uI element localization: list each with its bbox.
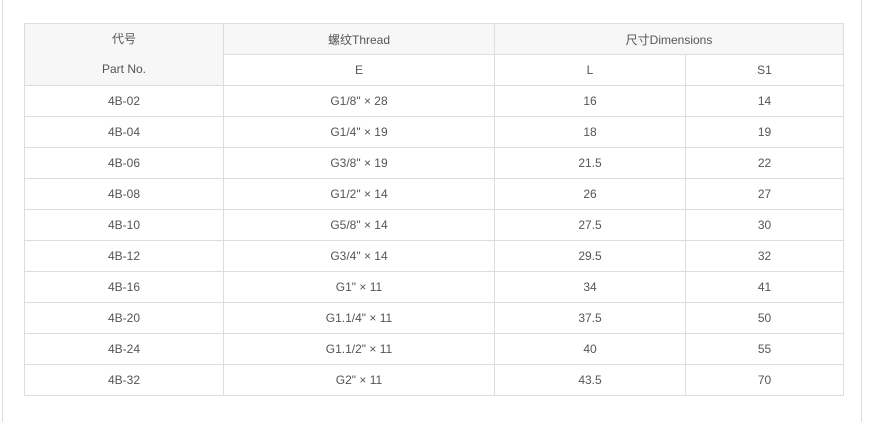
cell-l: 43.5	[494, 364, 686, 396]
specs-table: 代号 Part No. 螺纹Thread 尺寸Dimensions E L S1…	[24, 23, 845, 396]
cell-thread: G1/8" × 28	[223, 85, 495, 117]
table-row: 4B-16 G1" × 11 34 41	[24, 271, 845, 303]
thread-header: 螺纹Thread	[223, 23, 495, 55]
cell-l: 21.5	[494, 147, 686, 179]
cell-l: 37.5	[494, 302, 686, 334]
cell-part: 4B-16	[24, 271, 224, 303]
cell-l: 40	[494, 333, 686, 365]
table-row: 4B-02 G1/8" × 28 16 14	[24, 85, 845, 117]
part-no-header: 代号 Part No.	[24, 23, 224, 86]
table-row: 4B-20 G1.1/4" × 11 37.5 50	[24, 302, 845, 334]
table-row: 4B-32 G2" × 11 43.5 70	[24, 364, 845, 396]
cell-thread: G5/8" × 14	[223, 209, 495, 241]
cell-part: 4B-32	[24, 364, 224, 396]
cell-s1: 19	[684, 116, 845, 148]
cell-part: 4B-20	[24, 302, 224, 334]
cell-thread: G1/4" × 19	[223, 116, 495, 148]
table-row: 4B-06 G3/8" × 19 21.5 22	[24, 147, 845, 179]
cell-s1: 55	[684, 333, 845, 365]
s1-header: S1	[684, 54, 845, 86]
cell-l: 29.5	[494, 240, 686, 272]
cell-part: 4B-06	[24, 147, 224, 179]
l-header: L	[494, 54, 686, 86]
cell-s1: 41	[684, 271, 845, 303]
cell-thread: G1.1/4" × 11	[223, 302, 495, 334]
cell-part: 4B-02	[24, 85, 224, 117]
right-border	[861, 0, 862, 422]
cell-thread: G3/8" × 19	[223, 147, 495, 179]
table-row: 4B-04 G1/4" × 19 18 19	[24, 116, 845, 148]
dimensions-header: 尺寸Dimensions	[493, 23, 845, 55]
cell-thread: G1" × 11	[223, 271, 495, 303]
cell-s1: 22	[684, 147, 845, 179]
cell-s1: 14	[684, 85, 845, 117]
cell-part: 4B-10	[24, 209, 224, 241]
cell-part: 4B-04	[24, 116, 224, 148]
table-row: 4B-24 G1.1/2" × 11 40 55	[24, 333, 845, 365]
cell-thread: G1/2" × 14	[223, 178, 495, 210]
left-border	[2, 0, 3, 422]
part-no-en: Part No.	[101, 62, 146, 76]
cell-part: 4B-12	[24, 240, 224, 272]
cell-s1: 70	[684, 364, 845, 396]
cell-l: 27.5	[494, 209, 686, 241]
cell-s1: 50	[684, 302, 845, 334]
cell-part: 4B-08	[24, 178, 224, 210]
cell-l: 26	[494, 178, 686, 210]
cell-l: 34	[494, 271, 686, 303]
e-header: E	[223, 54, 495, 86]
cell-part: 4B-24	[24, 333, 224, 365]
table-row: 4B-10 G5/8" × 14 27.5 30	[24, 209, 845, 241]
part-no-cn: 代号	[111, 32, 136, 46]
cell-s1: 27	[684, 178, 845, 210]
cell-s1: 30	[684, 209, 845, 241]
cell-thread: G2" × 11	[223, 364, 495, 396]
table-row: 4B-08 G1/2" × 14 26 27	[24, 178, 845, 210]
cell-thread: G3/4" × 14	[223, 240, 495, 272]
cell-thread: G1.1/2" × 11	[223, 333, 495, 365]
cell-s1: 32	[684, 240, 845, 272]
cell-l: 16	[494, 85, 686, 117]
cell-l: 18	[494, 116, 686, 148]
table-row: 4B-12 G3/4" × 14 29.5 32	[24, 240, 845, 272]
